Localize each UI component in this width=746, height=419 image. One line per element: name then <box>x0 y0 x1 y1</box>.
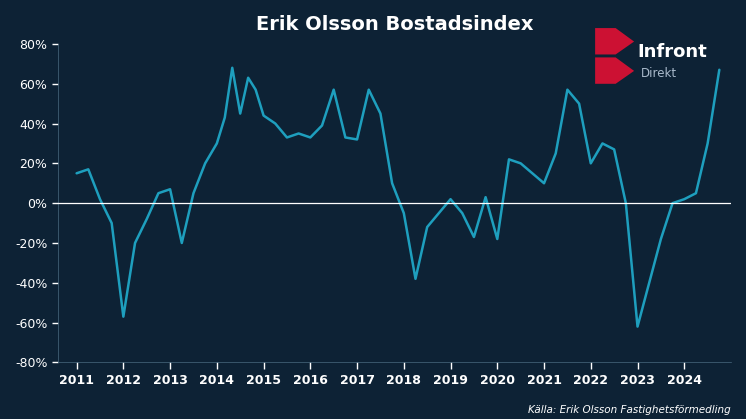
Text: Infront: Infront <box>638 44 707 61</box>
Title: Erik Olsson Bostadsindex: Erik Olsson Bostadsindex <box>256 15 533 34</box>
Polygon shape <box>595 28 634 54</box>
Polygon shape <box>595 57 634 84</box>
Text: Direkt: Direkt <box>641 67 677 80</box>
Text: Källa: Erik Olsson Fastighetsförmedling: Källa: Erik Olsson Fastighetsförmedling <box>528 405 731 415</box>
